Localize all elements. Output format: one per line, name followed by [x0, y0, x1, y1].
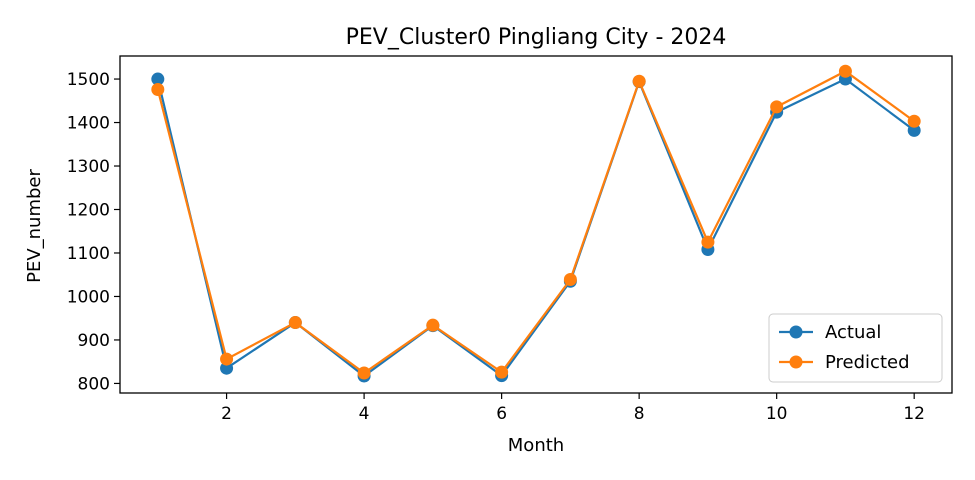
legend: Actual Predicted — [768, 313, 943, 383]
x-tick-label: 12 — [903, 404, 925, 424]
legend-label-predicted: Predicted — [825, 352, 910, 373]
x-tick-label: 8 — [634, 404, 645, 424]
data-point-predicted — [770, 100, 784, 114]
legend-marker-actual — [789, 325, 803, 339]
x-axis-label: Month — [508, 435, 564, 456]
y-tick-label: 1300 — [67, 157, 110, 177]
chart-title: PEV_Cluster0 Pingliang City - 2024 — [346, 25, 727, 50]
y-tick-label: 1400 — [67, 114, 110, 134]
y-tick-label: 1100 — [67, 244, 110, 264]
x-tick-label: 10 — [766, 404, 788, 424]
data-point-predicted — [701, 235, 715, 249]
y-tick-label: 1000 — [67, 287, 110, 307]
x-tick-label: 6 — [496, 404, 507, 424]
series-line-actual — [156, 77, 915, 378]
legend-marker-predicted — [789, 355, 803, 369]
data-point-predicted — [288, 316, 302, 330]
series-line-predicted — [156, 69, 915, 375]
data-point-actual — [907, 123, 921, 137]
series-layer — [151, 64, 921, 383]
data-point-predicted — [632, 74, 646, 88]
legend-label-actual: Actual — [825, 322, 881, 343]
data-point-predicted — [357, 366, 371, 380]
data-point-predicted — [907, 114, 921, 128]
plot-frame — [119, 55, 953, 394]
x-axis-ticks: 2 4 6 8 10 12 — [221, 393, 925, 424]
data-point-actual — [151, 72, 165, 86]
series-predicted — [151, 64, 921, 380]
y-tick-label: 1500 — [67, 70, 110, 90]
y-tick-label: 900 — [78, 331, 110, 351]
data-point-predicted — [151, 82, 165, 96]
data-point-predicted — [426, 318, 440, 332]
data-point-predicted — [495, 365, 509, 379]
x-tick-label: 2 — [221, 404, 232, 424]
data-point-predicted — [838, 64, 852, 78]
x-tick-label: 4 — [359, 404, 370, 424]
data-point-predicted — [563, 273, 577, 287]
y-axis-ticks: 800 900 1000 1100 1200 1300 1400 1500 — [67, 70, 120, 394]
data-point-actual — [220, 361, 234, 375]
data-point-predicted — [220, 352, 234, 366]
y-axis-label: PEV_number — [24, 169, 45, 283]
y-tick-label: 800 — [78, 374, 110, 394]
y-tick-label: 1200 — [67, 200, 110, 220]
